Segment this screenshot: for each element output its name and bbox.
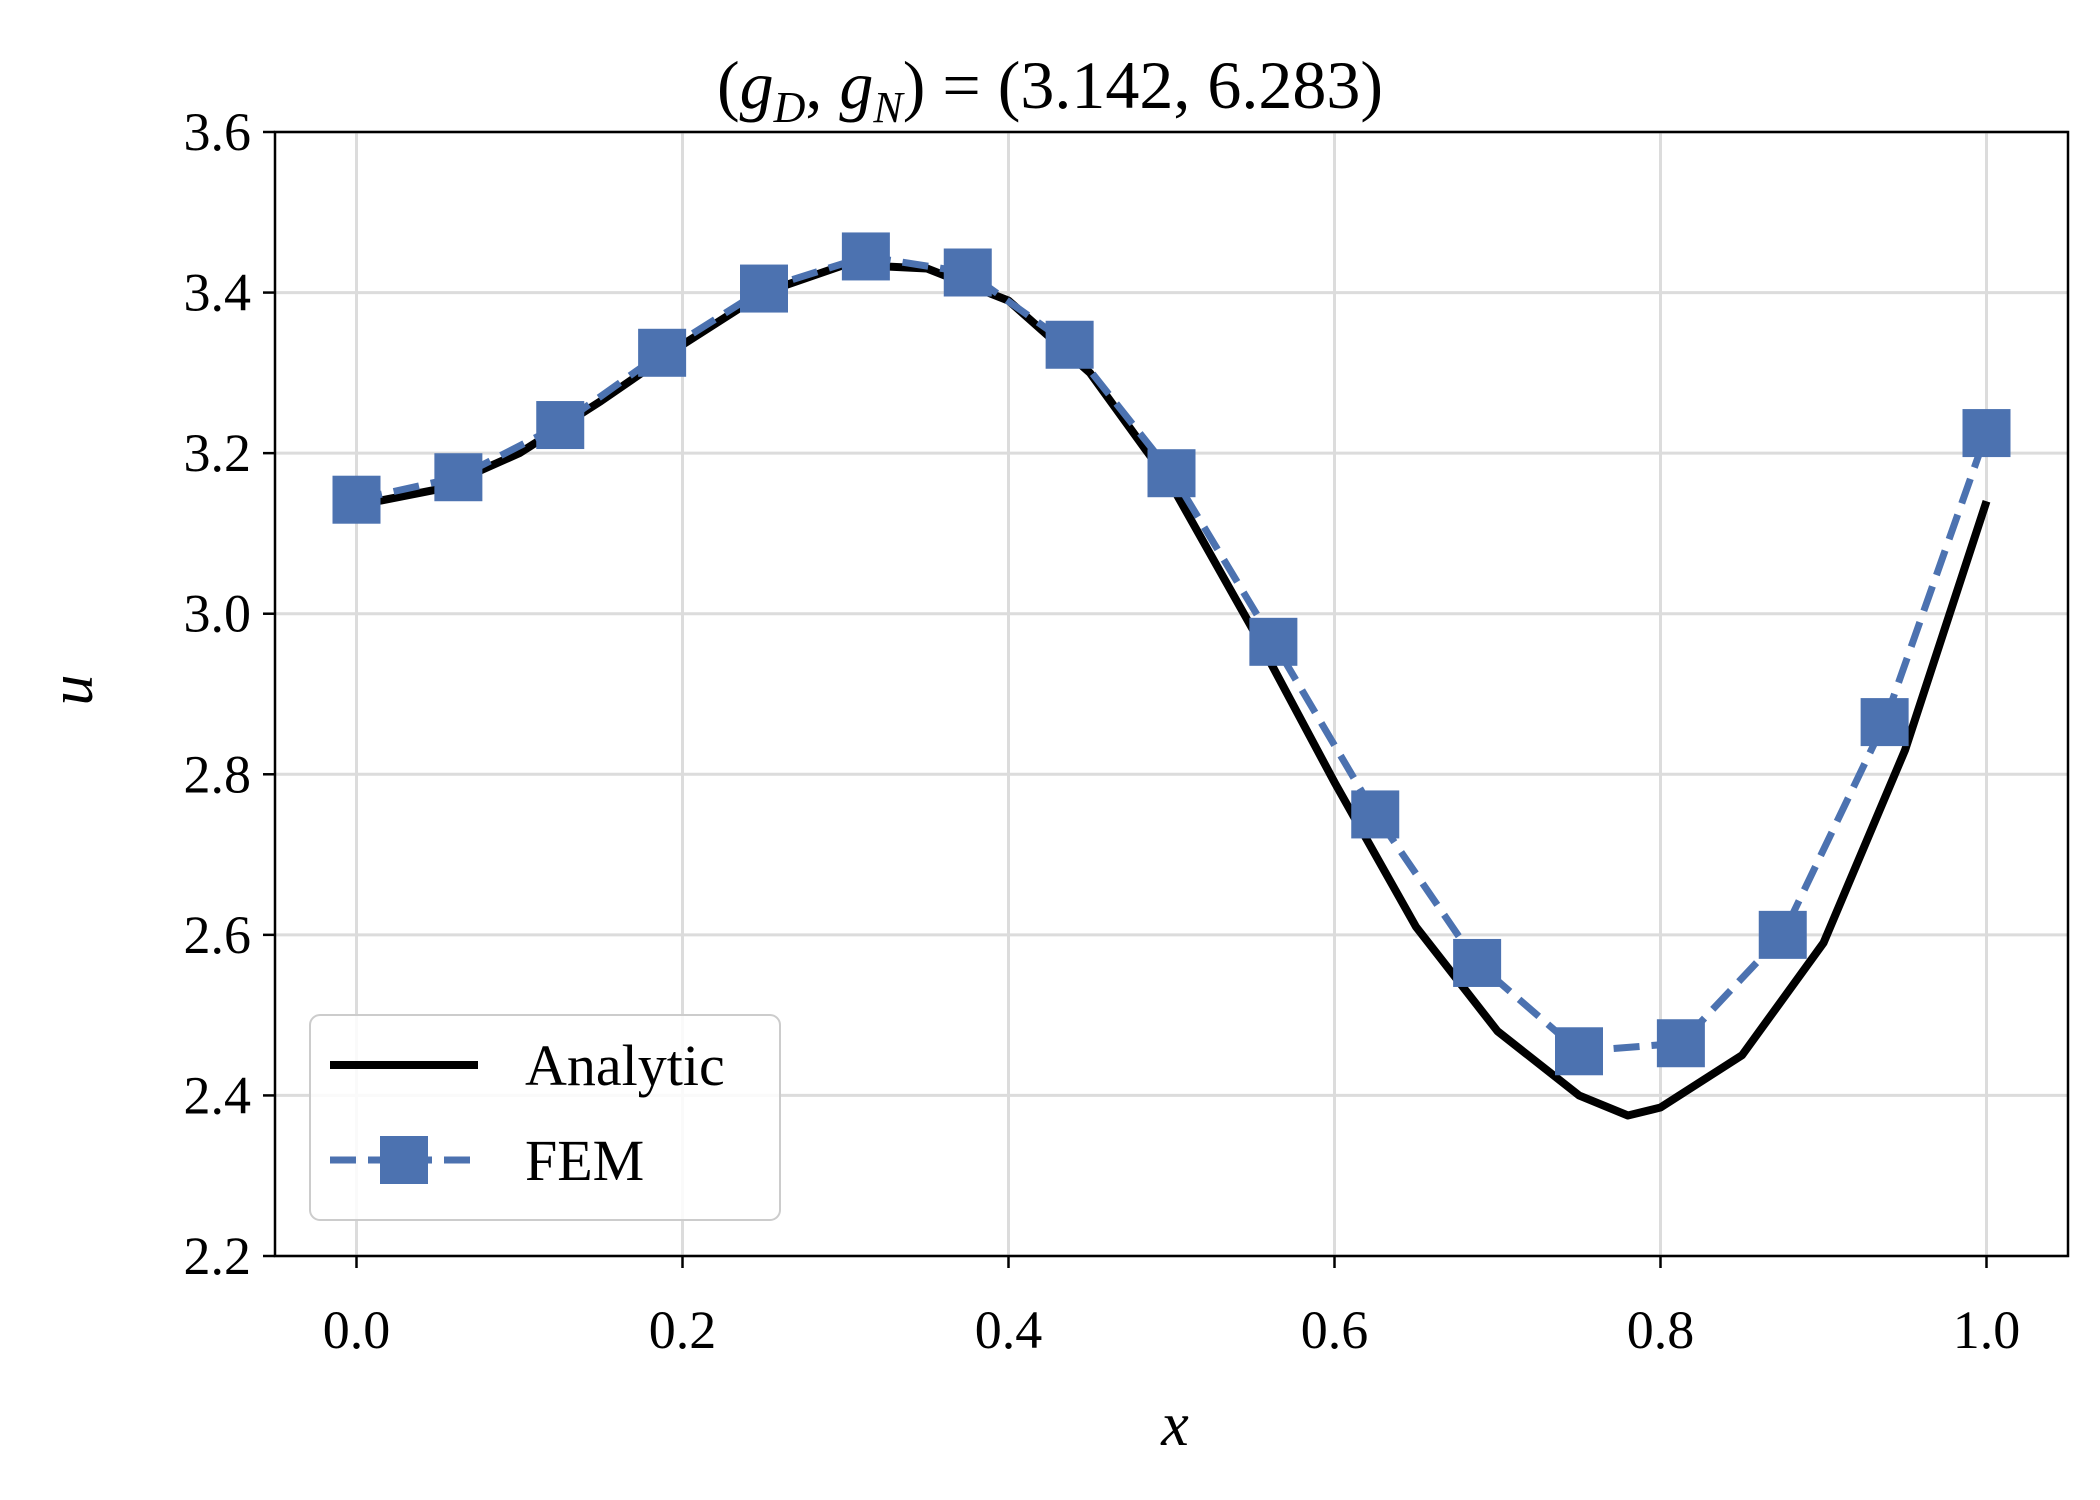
y-tick-label: 2.6 xyxy=(184,905,252,965)
legend-fem-label: FEM xyxy=(525,1128,644,1193)
series-fem-point xyxy=(434,453,483,502)
series-fem-point xyxy=(536,401,585,450)
series-fem-point xyxy=(1555,1027,1603,1076)
series-fem-point xyxy=(740,264,788,313)
plot-frame xyxy=(273,130,2070,1258)
series-layer xyxy=(332,232,2011,1120)
x-tick-label: 0.2 xyxy=(649,1300,717,1360)
x-tick-label: 0.8 xyxy=(1627,1300,1695,1360)
x-tick-label: 0.4 xyxy=(975,1300,1043,1360)
x-tick-label: 0.6 xyxy=(1301,1300,1369,1360)
series-fem-point xyxy=(1147,449,1196,498)
chart-title: (gD, gN) = (3.142, 6.283) xyxy=(717,47,1383,132)
legend-analytic-label: Analytic xyxy=(525,1033,725,1098)
x-tick-label: 0.0 xyxy=(323,1300,391,1360)
series-fem-point xyxy=(841,232,890,281)
y-tick-label: 3.4 xyxy=(184,263,252,323)
series-fem-point xyxy=(1962,409,2011,458)
series-fem-point xyxy=(1656,1019,1705,1068)
series-fem-point xyxy=(1249,617,1298,666)
series-fem-point xyxy=(1453,938,1502,987)
x-axis-label: x xyxy=(1160,1391,1189,1459)
y-tick-label: 3.2 xyxy=(184,423,252,483)
y-tick-label: 3.6 xyxy=(184,102,252,162)
legend-fem-marker xyxy=(380,1136,428,1184)
series-fem-point xyxy=(638,328,687,377)
series-fem-point xyxy=(1758,910,1807,959)
series-fem-point xyxy=(1860,698,1909,747)
legend: Analytic FEM xyxy=(309,1014,781,1221)
series-fem-point xyxy=(332,475,381,524)
y-tick-label: 3.0 xyxy=(184,584,252,644)
y-tick-label: 2.8 xyxy=(184,744,252,804)
ticks: 0.0 0.2 0.4 0.6 0.8 1.0 2.2 2.4 2.6 2.8 3.0 3.2 3.4 3… xyxy=(184,102,2021,1360)
y-axis-label: u xyxy=(38,675,106,706)
series-fem-point xyxy=(1045,320,1094,369)
series-fem-point xyxy=(1351,790,1400,839)
y-tick-label: 2.4 xyxy=(184,1065,252,1125)
y-tick-label: 2.2 xyxy=(184,1226,252,1286)
series-fem-point xyxy=(943,248,992,297)
x-tick-label: 1.0 xyxy=(1953,1300,2021,1360)
